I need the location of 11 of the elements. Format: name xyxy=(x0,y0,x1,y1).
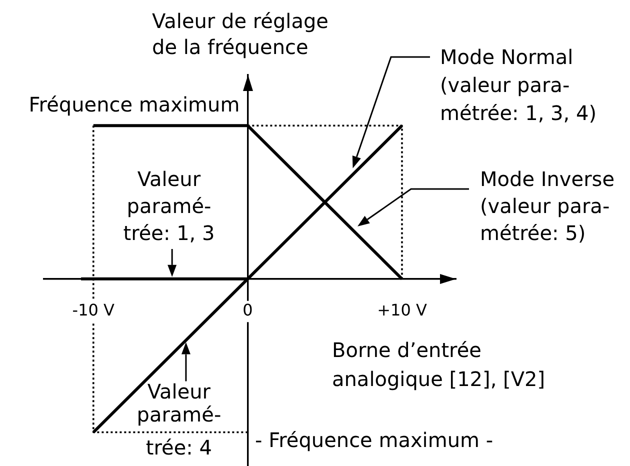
x-axis-title: Borne d’entrée analogique [12], [V2] xyxy=(332,338,546,391)
x-tick-label: -10 V xyxy=(72,300,115,320)
x-tick-label: +10 V xyxy=(377,300,427,320)
text: Mode Inverse (valeur para- métrée: 5) xyxy=(480,167,615,245)
series-label: Mode Normal (valeur para- métrée: 1, 3, 4) xyxy=(440,45,597,125)
series-label: Valeur paramé- trée: 1, 3 xyxy=(123,167,215,245)
y-axis-title: Valeur de réglage de la fréquence xyxy=(152,9,328,59)
annotation: Valeur paramé- trée: 4 xyxy=(136,379,222,460)
annotation: - Fréquence maximum - xyxy=(255,428,494,452)
x-tick-label: 0 xyxy=(242,300,253,320)
annotation: Fréquence maximum xyxy=(28,92,240,117)
